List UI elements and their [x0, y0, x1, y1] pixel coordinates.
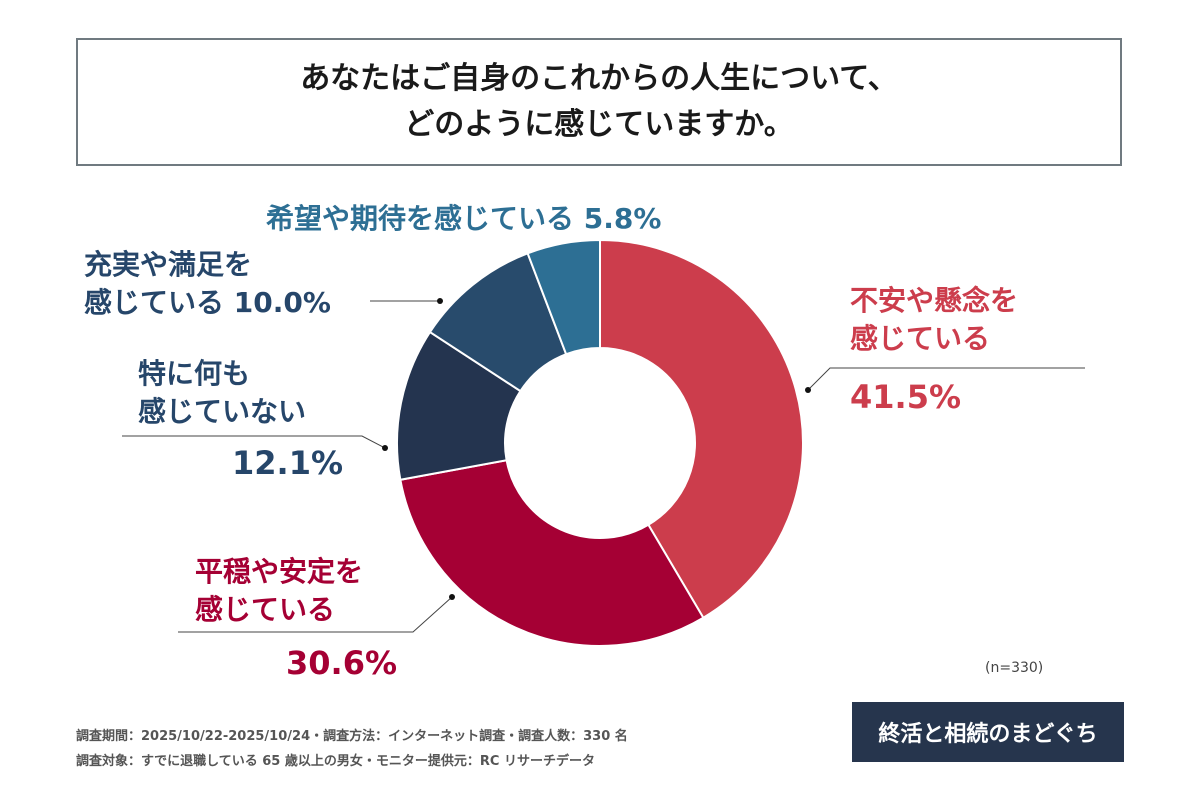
footer-line-1: 調査期間：2025/10/22-2025/10/24・調査方法：インターネット調… — [76, 729, 628, 744]
label-s3-line1: 充実や満足を — [84, 248, 253, 281]
title-box: あなたはご自身のこれからの人生について、 どのように感じていますか。 — [76, 38, 1122, 166]
label-s0-line1: 不安や懸念を — [850, 284, 1019, 317]
sample-size: (n=330) — [985, 660, 1044, 676]
donut-slice-0 — [599, 238, 804, 620]
title-line-1: あなたはご自身のこれからの人生について、 — [300, 61, 898, 96]
leader-line-s2 — [122, 435, 386, 449]
label-s0-line2: 感じている — [850, 322, 991, 355]
leader-line-s1 — [178, 596, 453, 633]
label-s2-line2: 感じていない — [138, 395, 307, 428]
value-label-s4: 5.8% — [583, 202, 662, 235]
brand-logo: 終活と相続のまどぐち — [852, 702, 1124, 762]
value-label-s2: 12.1% — [232, 444, 344, 482]
title-line-2: どのように感じていますか。 — [404, 107, 794, 142]
label-s1-line2: 感じている — [195, 593, 336, 626]
label-s3: 充実や満足を 感じている 10.0% — [84, 246, 331, 322]
value-label-s3: 10.0% — [233, 286, 331, 319]
label-s3-text: 感じている — [84, 286, 225, 319]
label-s4-text: 希望や期待を感じている — [266, 202, 575, 235]
leader-dot-s0 — [805, 387, 811, 393]
label-s1-line1: 平穏や安定を — [195, 555, 364, 588]
logo-text: 終活と相続のまどぐち — [878, 722, 1098, 747]
donut-slice-4 — [526, 238, 601, 356]
leader-dot-s3 — [437, 298, 443, 304]
value-label-s1: 30.6% — [286, 644, 398, 682]
leader-dots — [382, 298, 811, 600]
donut-slice-1 — [399, 459, 705, 647]
label-s4: 希望や期待を感じている 5.8% — [266, 200, 661, 238]
leader-dot-s1 — [449, 594, 455, 600]
label-s2-line1: 特に何も — [138, 357, 251, 390]
label-s2: 特に何も 感じていない — [138, 355, 306, 431]
label-s0: 不安や懸念を 感じている — [850, 282, 1018, 358]
leader-line-s0 — [807, 367, 1085, 391]
leader-lines — [122, 300, 1085, 633]
value-label-s0: 41.5% — [850, 378, 962, 416]
footer-line-2: 調査対象：すでに退職している 65 歳以上の男女・モニター提供元：RC リサーチ… — [76, 754, 595, 769]
label-s1: 平穏や安定を 感じている — [195, 553, 363, 629]
leader-dot-s2 — [382, 445, 388, 451]
label-s3-line2: 感じている 10.0% — [84, 284, 331, 322]
